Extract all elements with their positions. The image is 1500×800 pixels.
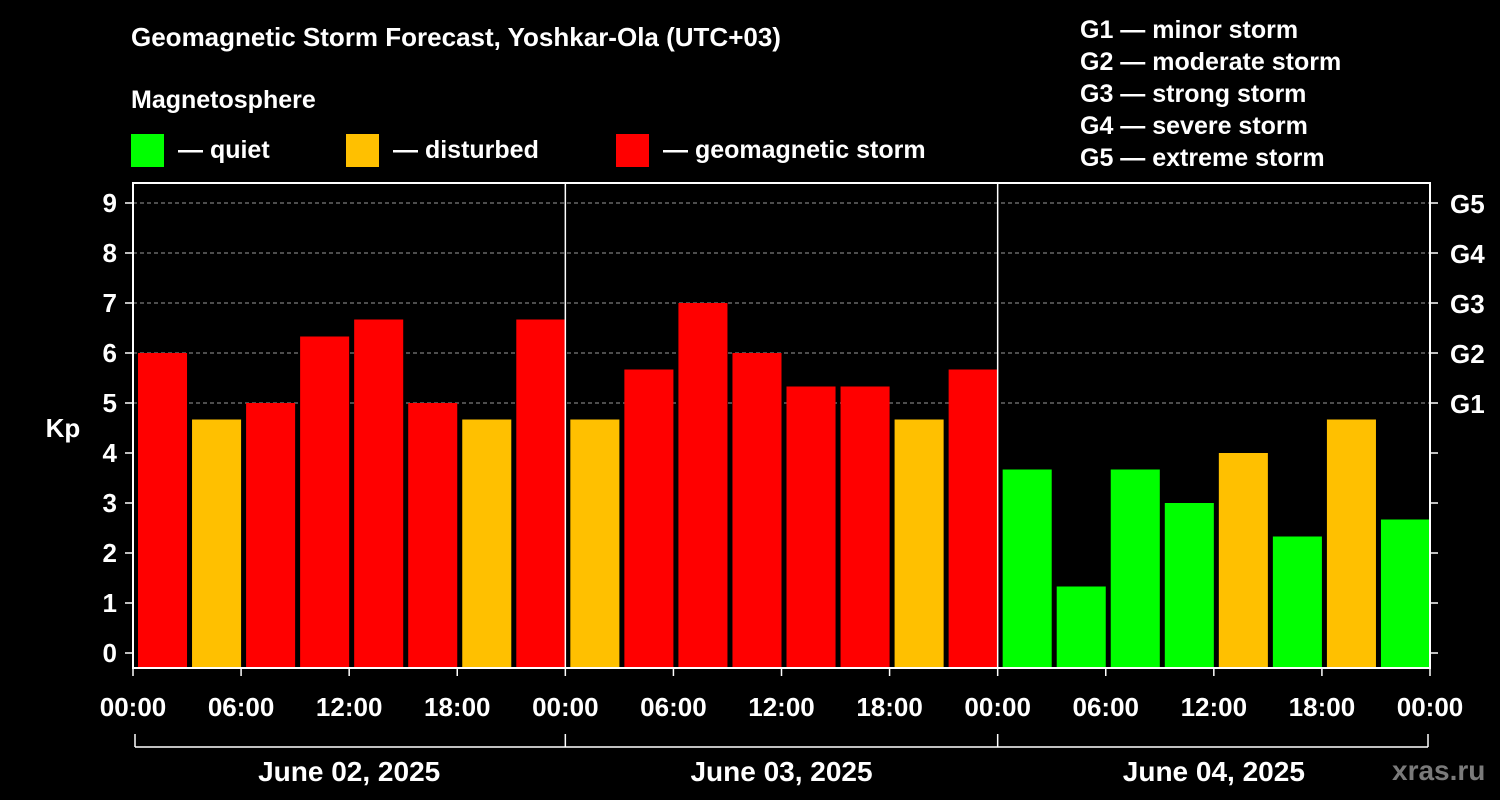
y-tick-label: 8 xyxy=(103,238,117,268)
kp-bar xyxy=(516,319,566,668)
kp-bar xyxy=(1164,503,1214,668)
g-scale-legend: G1 — minor storm G2 — moderate storm G3 … xyxy=(1080,14,1341,174)
chart-title: Geomagnetic Storm Forecast, Yoshkar-Ola … xyxy=(131,22,781,52)
y-tick-label: 0 xyxy=(103,638,117,668)
kp-bar xyxy=(732,353,782,668)
g-scale-g3: G3 — strong storm xyxy=(1080,80,1307,108)
x-tick-label: 06:00 xyxy=(208,692,275,722)
y-tick-label: 7 xyxy=(103,288,117,318)
y-tick-label: 3 xyxy=(103,488,117,518)
legend-label-disturbed: — disturbed xyxy=(393,135,539,164)
x-tick-label: 00:00 xyxy=(100,692,167,722)
kp-bar xyxy=(1110,469,1160,668)
kp-bar xyxy=(948,369,998,668)
kp-bar xyxy=(408,403,458,668)
x-tick-label: 00:00 xyxy=(964,692,1031,722)
kp-bar xyxy=(894,419,944,668)
legend-swatch-quiet xyxy=(131,133,164,167)
x-tick-label: 06:00 xyxy=(640,692,707,722)
kp-bar xyxy=(246,403,296,668)
kp-bar xyxy=(1326,419,1376,668)
day-label: June 03, 2025 xyxy=(690,756,872,787)
legend-item-quiet: — quiet xyxy=(131,133,270,167)
kp-bar xyxy=(462,419,512,668)
kp-bar xyxy=(354,319,404,668)
y-tick-label: 1 xyxy=(103,588,117,618)
legend-item-storm: — geomagnetic storm xyxy=(616,133,926,167)
y-tick-label: 6 xyxy=(103,338,117,368)
kp-bar xyxy=(624,369,674,668)
y-tick-label: 5 xyxy=(103,388,117,418)
kp-bar xyxy=(1272,536,1322,668)
kp-bar xyxy=(1380,519,1430,668)
kp-bar xyxy=(138,353,188,668)
kp-bar xyxy=(300,336,350,668)
y-tick-label: 4 xyxy=(103,438,118,468)
g-level-label: G5 xyxy=(1450,189,1485,219)
day-label: June 02, 2025 xyxy=(258,756,440,787)
y-tick-label: 9 xyxy=(103,188,117,218)
x-tick-label: 18:00 xyxy=(1289,692,1356,722)
kp-bar xyxy=(840,386,890,668)
kp-bar xyxy=(786,386,836,668)
x-tick-label: 12:00 xyxy=(316,692,383,722)
magnetosphere-label: Magnetosphere xyxy=(131,86,316,114)
kp-bar xyxy=(1002,469,1052,668)
kp-bar xyxy=(570,419,620,668)
legend-label-storm: — geomagnetic storm xyxy=(663,135,926,164)
x-tick-label: 06:00 xyxy=(1073,692,1140,722)
g-scale-g1: G1 — minor storm xyxy=(1080,16,1299,44)
legend-swatch-storm xyxy=(616,133,649,167)
y-tick-label: 2 xyxy=(103,538,117,568)
y-axis-label: Kp xyxy=(46,413,81,443)
g-level-label: G2 xyxy=(1450,339,1485,369)
g-scale-g5: G5 — extreme storm xyxy=(1080,144,1325,172)
g-level-label: G1 xyxy=(1450,389,1485,419)
x-tick-label: 00:00 xyxy=(1397,692,1464,722)
g-scale-g4: G4 — severe storm xyxy=(1080,112,1308,140)
kp-bar xyxy=(1056,586,1106,668)
kp-bar xyxy=(192,419,242,668)
x-tick-label: 00:00 xyxy=(532,692,599,722)
legend-swatch-disturbed xyxy=(346,133,379,167)
g-level-label: G4 xyxy=(1450,239,1485,269)
legend-item-disturbed: — disturbed xyxy=(346,133,539,167)
watermark: xras.ru xyxy=(1392,755,1486,786)
kp-bar xyxy=(678,303,728,668)
x-tick-label: 18:00 xyxy=(424,692,491,722)
g-level-label: G3 xyxy=(1450,289,1485,319)
day-label: June 04, 2025 xyxy=(1123,756,1305,787)
x-tick-label: 12:00 xyxy=(1181,692,1248,722)
kp-bar xyxy=(1218,453,1268,668)
g-scale-g2: G2 — moderate storm xyxy=(1080,48,1342,76)
legend-label-quiet: — quiet xyxy=(178,135,270,164)
x-tick-label: 12:00 xyxy=(748,692,815,722)
x-tick-label: 18:00 xyxy=(856,692,923,722)
